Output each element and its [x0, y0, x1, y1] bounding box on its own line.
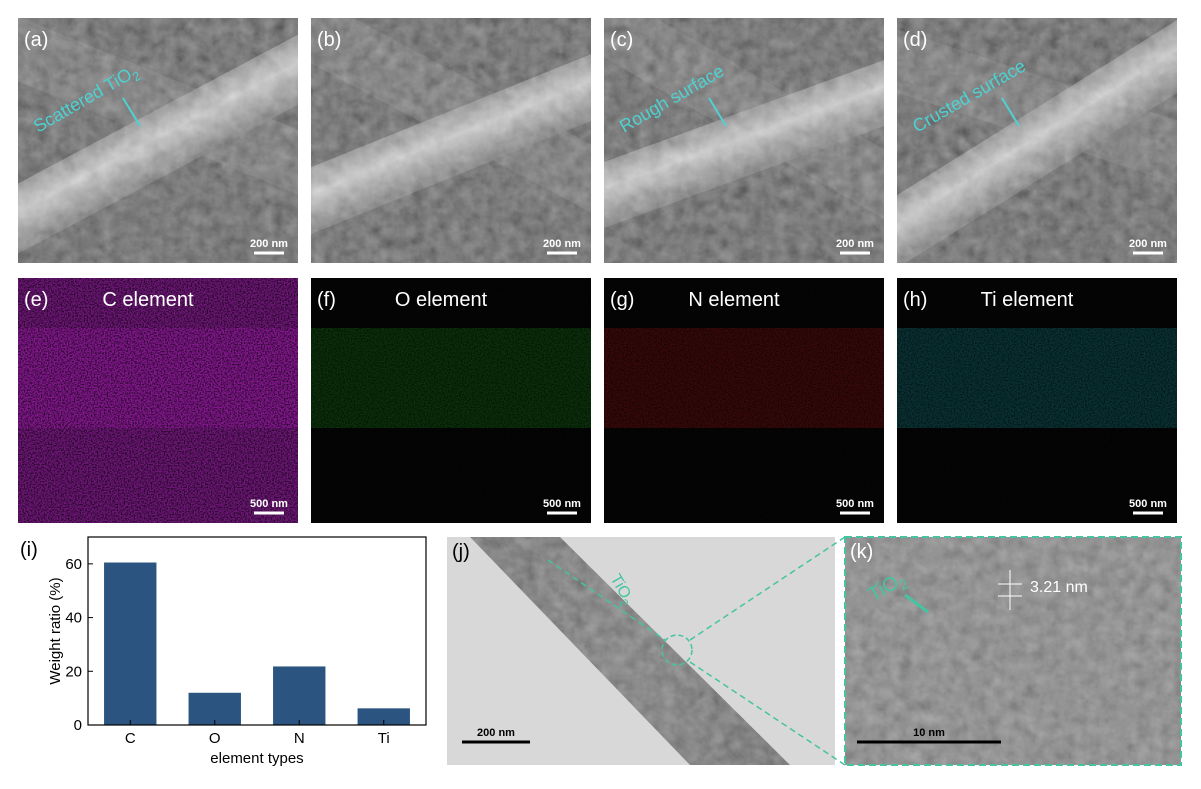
y-tick-label: 40	[65, 610, 82, 627]
arrow	[708, 97, 727, 127]
hrtem-frame	[844, 536, 1182, 766]
panel-label: (i)	[20, 539, 38, 561]
panel-label: (h)	[903, 289, 927, 311]
arrow	[122, 97, 141, 127]
sem-content	[604, 18, 884, 263]
arrow	[904, 593, 929, 614]
bar	[104, 562, 157, 725]
bar	[188, 692, 241, 725]
y-tick-label: 60	[65, 556, 82, 573]
sem-image: Scattered TiO2	[18, 18, 298, 263]
zoom-circle	[661, 634, 693, 666]
panel-label: (j)	[452, 541, 470, 563]
scale-label: 200 nm	[1129, 238, 1167, 250]
annotation-sub: 2	[617, 597, 631, 608]
fiber	[311, 25, 591, 256]
panel-label: (g)	[610, 289, 634, 311]
scale-label: 200 nm	[250, 238, 288, 250]
x-tick-label: Ti	[378, 730, 390, 747]
fiber	[897, 18, 1177, 263]
arrow	[1001, 97, 1020, 127]
tem-fiber	[470, 537, 790, 765]
scale-label: 500 nm	[836, 498, 874, 510]
caption: C element	[102, 289, 194, 311]
axes-frame	[87, 536, 427, 726]
sem-content	[311, 18, 591, 263]
panel-label: (c)	[610, 29, 633, 51]
x-axis-title: element types	[210, 750, 303, 767]
panel-label: (e)	[24, 289, 48, 311]
x-tick-label: C	[125, 730, 136, 747]
map-speckle	[604, 278, 884, 523]
sem-image: Rough surface	[604, 18, 884, 263]
tem-content	[447, 537, 835, 765]
map-speckle	[311, 278, 591, 523]
x-tick-label: N	[294, 730, 305, 747]
tem-image: TiO2	[447, 537, 835, 765]
zoom-line	[689, 661, 846, 766]
panel-label: (d)	[903, 29, 927, 51]
panel-label: (a)	[24, 29, 48, 51]
bar	[357, 708, 410, 725]
caption: Ti element	[981, 289, 1074, 311]
scale-label: 500 nm	[1129, 498, 1167, 510]
y-tick-label: 20	[65, 663, 82, 680]
map-speckle	[18, 278, 298, 523]
panel-label: (f)	[317, 289, 336, 311]
scale-label: 200 nm	[543, 238, 581, 250]
panel-label: (b)	[317, 29, 341, 51]
y-axis-title: Weight ratio (%)	[47, 577, 64, 684]
map-speckle	[897, 278, 1177, 523]
dash-line	[547, 559, 666, 641]
sem-content	[18, 18, 298, 263]
spacing-label: 3.21 nm	[1030, 579, 1088, 596]
fiber	[18, 18, 298, 263]
caption: N element	[688, 289, 780, 311]
sem-image: Crusted surface	[897, 18, 1177, 263]
x-tick-label: O	[209, 730, 221, 747]
zoom-line	[689, 536, 846, 641]
sem-image	[311, 18, 591, 263]
panel-label: (k)	[850, 541, 873, 563]
caption: O element	[395, 289, 488, 311]
scale-label: 10 nm	[913, 727, 945, 739]
sem-content	[897, 18, 1177, 263]
scale-label: 200 nm	[477, 727, 515, 739]
y-tick-label: 0	[74, 717, 82, 734]
hrtem-bg	[845, 537, 1181, 765]
bar	[273, 666, 326, 725]
scale-label: 500 nm	[250, 498, 288, 510]
scale-label: 200 nm	[836, 238, 874, 250]
fiber	[604, 32, 884, 249]
scale-label: 500 nm	[543, 498, 581, 510]
